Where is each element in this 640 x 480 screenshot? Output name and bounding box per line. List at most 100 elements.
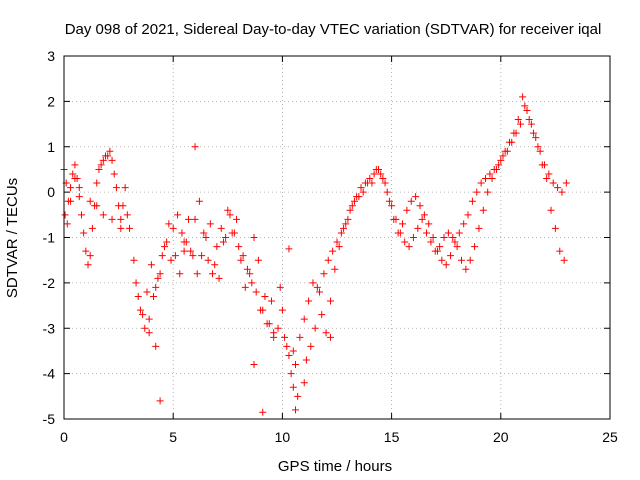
y-tick-label: -2 [43,275,56,291]
data-point [412,193,420,201]
data-point [324,256,332,264]
data-point [508,138,516,146]
data-point [385,197,393,205]
data-point [270,329,278,337]
data-point [294,392,302,400]
data-point [320,270,328,278]
y-tick-label: 0 [47,184,55,200]
data-point [292,406,300,414]
data-point [283,342,291,350]
data-point [512,129,520,137]
data-point [75,193,83,201]
data-point [311,324,319,332]
data-point [233,215,241,223]
data-point [130,256,138,264]
data-point [248,279,256,287]
data-point [88,224,96,232]
data-point [488,175,496,183]
x-tick-label: 25 [602,429,618,445]
data-point [259,408,267,416]
data-point [318,311,326,319]
data-point [259,306,267,314]
data-point [457,256,465,264]
y-tick-label: -3 [43,320,56,336]
data-point [209,270,217,278]
data-point [180,247,188,255]
data-point [215,274,223,282]
data-point [326,333,334,341]
data-point [523,106,531,114]
data-point [108,156,116,164]
data-point [254,256,262,264]
data-point [562,179,570,187]
data-point [204,256,212,264]
data-point [285,245,293,253]
data-point [379,175,387,183]
x-tick-label: 20 [493,429,509,445]
data-point [176,270,184,278]
data-point [222,234,230,241]
data-point [152,283,160,291]
data-point [543,175,551,183]
data-point [530,129,538,137]
data-point [305,297,313,305]
data-point [67,197,75,205]
data-point [71,161,79,169]
data-point [171,252,179,260]
data-point [156,270,164,278]
data-point [93,202,101,210]
data-point [545,170,553,178]
data-point [250,361,258,369]
data-point [414,224,422,232]
data-point [200,229,208,237]
data-point [228,229,236,237]
y-tick-label: 1 [47,139,55,155]
data-point [399,220,407,228]
data-point [145,315,153,323]
data-point [263,320,271,328]
data-point [554,184,562,192]
data-point [261,292,269,300]
data-point [110,170,118,178]
data-point [174,211,182,219]
data-point [348,202,356,210]
data-point [158,252,166,260]
data-point [160,243,168,251]
data-point [252,288,260,296]
data-point [141,324,149,332]
data-point [326,297,334,305]
data-point [243,265,251,273]
data-point [191,215,199,223]
data-point [427,238,435,246]
data-point [126,224,134,232]
x-axis-label: GPS time / hours [278,458,392,475]
data-point [462,265,470,273]
data-point [447,252,455,260]
data-point [278,306,286,314]
data-point [519,93,527,101]
data-point [250,234,258,241]
data-point [132,279,140,287]
data-point [180,238,188,246]
data-point [322,329,330,337]
data-point [473,188,481,196]
data-point [453,243,461,251]
data-point [67,184,75,192]
data-point [147,261,155,269]
data-point [61,211,69,219]
data-point [536,147,544,155]
data-point [440,234,448,241]
data-point [484,188,492,196]
data-point [355,193,363,201]
data-point [405,243,413,251]
data-point [497,156,505,164]
data-point [195,197,203,205]
data-point [416,202,424,210]
data-point [477,179,485,187]
data-point [503,147,511,155]
data-point [63,220,71,228]
data-point [274,324,282,332]
data-point [226,211,234,219]
